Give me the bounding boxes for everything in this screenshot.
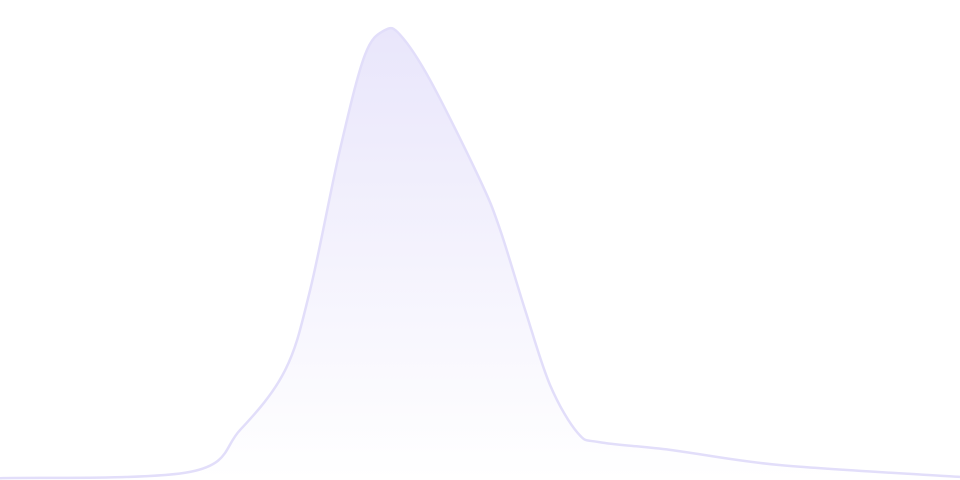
area-fill [0,28,960,480]
series-line [0,26,960,480]
